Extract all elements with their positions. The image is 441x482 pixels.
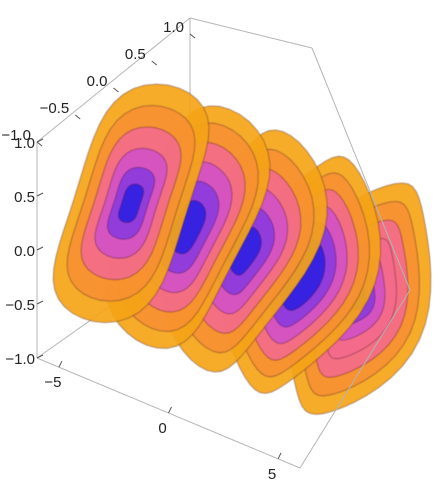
y-tick-label: −0.5	[40, 100, 70, 117]
y-tick-label: 0.0	[87, 73, 108, 90]
x-tick-mark	[168, 406, 172, 414]
z-tick-label: 0.5	[14, 189, 35, 206]
x-tick-label: −5	[44, 374, 61, 391]
axis-ticks	[36, 33, 282, 460]
x-tick-label: 0	[158, 420, 166, 437]
x-tick-mark	[58, 360, 63, 368]
z-tick-label: 1.0	[14, 135, 35, 152]
z-tick-label: −0.5	[5, 297, 35, 314]
y-tick-mark	[189, 33, 196, 39]
y-tick-mark	[151, 60, 158, 66]
z-tick-mark	[36, 138, 44, 143]
box-edge-right-vertical	[311, 47, 411, 291]
y-tick-mark	[36, 141, 43, 147]
y-tick-mark	[74, 114, 81, 120]
contour-shell	[52, 83, 210, 324]
y-tick-label: 1.0	[163, 19, 184, 36]
y-tick-mark	[113, 87, 119, 93]
z-tick-mark	[36, 192, 44, 197]
box-edge-top-back	[189, 17, 313, 49]
contour-ring	[118, 183, 144, 223]
z-tick-label: 0.0	[14, 243, 35, 260]
y-tick-label: 0.5	[125, 46, 146, 63]
z-tick-mark	[36, 354, 44, 359]
x-tick-mark	[277, 452, 282, 460]
z-tick-mark	[36, 300, 44, 305]
box-edge-bottom-right	[299, 289, 411, 469]
z-tick-label: −1.0	[5, 351, 35, 368]
box-edge-top-left	[36, 17, 191, 143]
x-tick-label: 5	[268, 466, 276, 482]
y-tick-label: −1.0	[1, 127, 31, 144]
contour-surfaces	[52, 83, 432, 415]
z-tick-mark	[36, 246, 44, 251]
axis-tick-labels: −1.0−0.50.00.51.0−1.0−0.50.00.51.0−505	[1, 19, 276, 482]
